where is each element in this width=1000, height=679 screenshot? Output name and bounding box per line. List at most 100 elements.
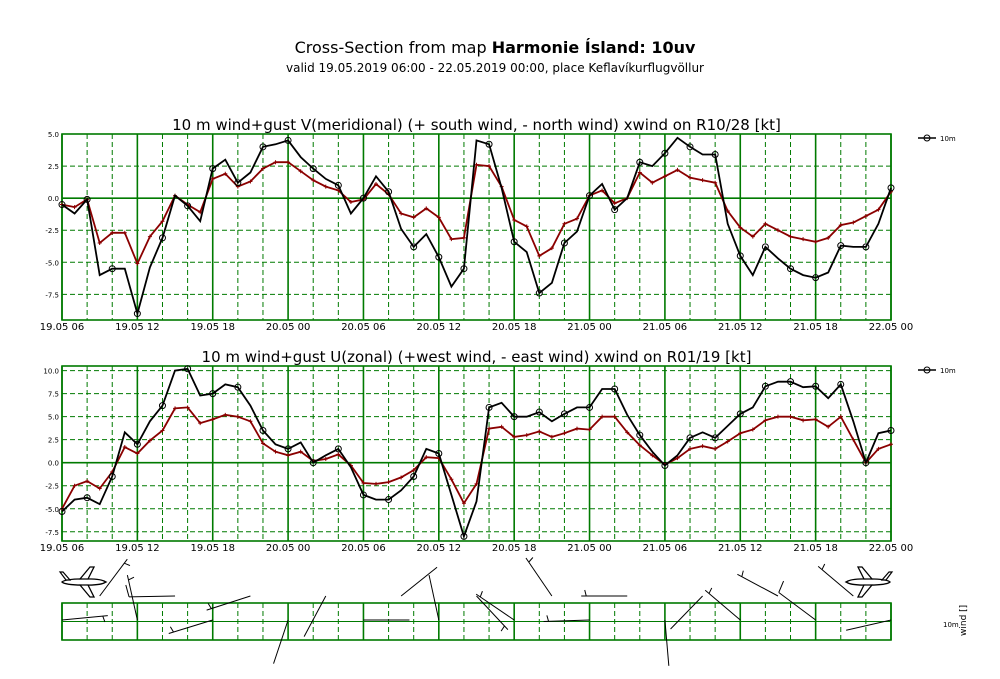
data-point-mean [876, 207, 881, 212]
data-point-mean [122, 445, 127, 450]
data-point-10m [485, 403, 493, 411]
data-point-10m [862, 459, 870, 467]
y-tick-label: 5.0 [48, 131, 59, 139]
wind-barb [400, 566, 438, 597]
data-point-10m [485, 140, 493, 148]
data-point-10m [812, 274, 820, 282]
data-point-mean [474, 481, 479, 486]
data-point-10m [58, 201, 66, 209]
x-tick-label: 21.05 12 [718, 322, 763, 333]
wind-barb-feather-half [584, 589, 587, 597]
data-point-mean [487, 164, 492, 169]
barb-level-label: 10m [943, 621, 959, 629]
data-point-10m [560, 239, 568, 247]
data-point-mean [72, 483, 77, 488]
data-point-mean [562, 221, 567, 226]
wind-barb [737, 573, 779, 597]
y-tick-label: -7.5 [45, 291, 59, 299]
wind-barb-feather-half [500, 625, 505, 632]
data-point-10m [435, 450, 443, 457]
wind-barb [129, 595, 176, 598]
x-tick-label: 21.05 06 [643, 322, 688, 333]
wind-barb-feather [778, 580, 785, 593]
data-point-mean [662, 174, 667, 179]
panel-title: 10 m wind+gust U(zonal) (+west wind, - e… [202, 348, 752, 366]
data-point-mean [574, 216, 579, 221]
data-point-mean [474, 162, 479, 167]
data-point-10m [359, 194, 367, 202]
data-point-10m [184, 365, 192, 373]
data-point-10m [234, 383, 242, 391]
data-point-mean [135, 261, 140, 266]
data-point-10m [586, 192, 594, 200]
data-point-mean [738, 431, 743, 436]
data-point-10m [711, 434, 719, 442]
data-point-mean [637, 170, 642, 175]
data-point-10m [460, 265, 468, 273]
data-point-mean [549, 246, 554, 251]
data-point-10m [812, 382, 820, 390]
x-tick-label: 19.05 12 [115, 543, 160, 554]
data-point-mean [750, 427, 755, 432]
data-point-mean [260, 166, 265, 171]
data-point-mean [688, 446, 693, 451]
chart-panel-2: 10 m wind+gust U(zonal) (+west wind, - e… [40, 348, 956, 554]
data-point-mean [461, 501, 466, 506]
data-point-mean [210, 176, 215, 181]
data-point-10m [108, 473, 116, 481]
data-point-mean [537, 253, 542, 258]
data-point-10m [234, 179, 242, 187]
data-point-10m [787, 378, 795, 386]
data-point-mean [386, 480, 391, 485]
data-point-mean [612, 414, 617, 419]
series-line-10m [61, 136, 892, 317]
x-tick-label: 22.05 00 [869, 322, 914, 333]
data-point-mean [512, 217, 517, 222]
wind-barb-feather-half [207, 603, 212, 609]
data-point-mean [524, 224, 529, 229]
data-point-mean [813, 417, 818, 422]
data-point-mean [763, 221, 768, 226]
data-point-mean [750, 234, 755, 239]
data-point-mean [323, 457, 328, 462]
data-point-10m [636, 431, 644, 439]
data-point-mean [650, 453, 655, 458]
data-point-10m [58, 508, 66, 516]
data-point-mean [537, 429, 542, 434]
data-point-mean [876, 446, 881, 451]
data-point-mean [763, 418, 768, 423]
main-title-prefix: Cross-Section from map [294, 38, 492, 57]
data-point-mean [122, 230, 127, 235]
chart-header: Cross-Section from map Harmonie Ísland: … [0, 38, 990, 76]
data-point-mean [713, 180, 718, 185]
data-point-10m [837, 242, 845, 250]
data-point-mean [713, 446, 718, 451]
x-tick-label: 20.05 00 [266, 322, 311, 333]
legend-label: 10m [940, 135, 956, 143]
data-point-mean [801, 237, 806, 242]
data-point-mean [524, 433, 529, 438]
y-tick-label: -5.0 [45, 259, 59, 267]
data-point-10m [334, 181, 342, 189]
data-point-mean [298, 449, 303, 454]
data-point-10m [560, 410, 568, 418]
data-point-10m [410, 473, 418, 481]
data-point-10m [510, 413, 518, 421]
data-point-mean [185, 405, 190, 410]
airplane-wing [78, 566, 96, 598]
y-tick-label: 2.5 [48, 437, 59, 445]
y-tick-label: -2.5 [45, 227, 59, 235]
wind-barb-feather-half [546, 615, 550, 622]
data-point-mean [97, 241, 102, 246]
data-point-10m [83, 195, 91, 203]
legend-label: 10m [940, 367, 956, 375]
legend-marker [923, 134, 931, 142]
data-point-10m [284, 136, 292, 144]
data-point-10m [309, 165, 317, 173]
y-tick-label: -5.0 [45, 506, 59, 514]
data-point-mean [788, 414, 793, 419]
data-point-mean [851, 220, 856, 225]
data-point-mean [487, 426, 492, 431]
wind-barb [817, 565, 854, 597]
data-point-10m [108, 265, 116, 273]
